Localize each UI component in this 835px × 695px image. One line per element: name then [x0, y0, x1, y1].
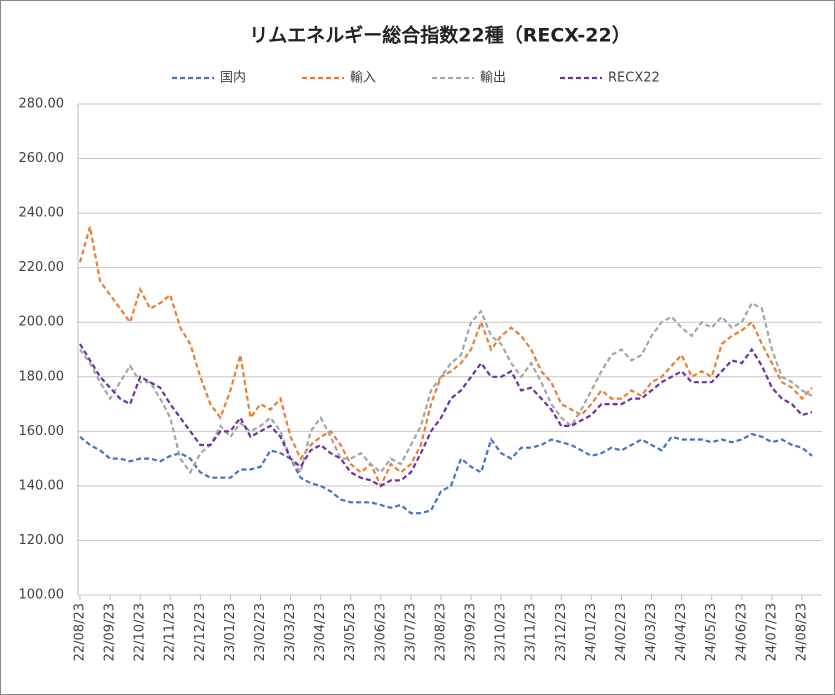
x-tick-label: 24/08/23: [794, 603, 809, 661]
chart-title: リムエネルギー総合指数22種（RECX-22）: [249, 24, 630, 47]
x-tick-label: 24/06/23: [734, 603, 749, 661]
x-tick-label: 23/05/23: [343, 603, 358, 661]
y-tick-label: 280.00: [19, 97, 65, 112]
x-tick-label: 24/01/23: [584, 603, 599, 661]
legend-label: 輸出: [480, 71, 506, 86]
series-line: [79, 301, 813, 475]
x-tick-label: 23/06/23: [373, 603, 388, 661]
x-tick-label: 23/02/23: [253, 603, 268, 661]
x-tick-label: 23/08/23: [433, 603, 448, 661]
x-tick-label: 23/03/23: [283, 603, 298, 661]
x-tick-label: 23/11/23: [524, 603, 539, 661]
x-tick-label: 24/05/23: [704, 603, 719, 661]
y-tick-label: 180.00: [19, 369, 65, 384]
x-tick-label: 22/12/23: [193, 603, 208, 661]
y-tick-label: 260.00: [19, 151, 65, 166]
x-tick-label: 23/01/23: [223, 603, 238, 661]
x-tick-label: 23/04/23: [313, 603, 328, 661]
legend-label: RECX22: [608, 71, 660, 86]
y-tick-label: 160.00: [19, 424, 65, 439]
series-line: [79, 432, 813, 515]
y-tick-label: 120.00: [19, 533, 65, 548]
series-line: [78, 226, 813, 489]
x-tick-label: 24/07/23: [764, 603, 779, 661]
x-tick-label: 24/02/23: [614, 603, 629, 661]
legend-label: 輸入: [350, 71, 376, 86]
x-tick-label: 23/12/23: [554, 603, 569, 661]
x-tick-label: 24/04/23: [674, 603, 689, 661]
x-tick-label: 23/07/23: [403, 603, 418, 661]
x-tick-label: 22/09/23: [103, 603, 118, 661]
legend-label: 国内: [220, 70, 246, 86]
x-tick-label: 23/09/23: [464, 603, 479, 661]
x-tick-label: 23/10/23: [494, 603, 509, 661]
x-tick-label: 22/11/23: [163, 603, 178, 661]
x-tick-label: 24/03/23: [644, 603, 659, 661]
y-tick-label: 220.00: [19, 260, 65, 275]
series-line: [79, 343, 813, 488]
y-tick-label: 100.00: [19, 588, 65, 603]
y-tick-label: 200.00: [19, 315, 65, 330]
y-tick-label: 140.00: [19, 478, 65, 493]
x-tick-label: 22/10/23: [133, 603, 148, 661]
y-tick-label: 240.00: [19, 206, 65, 221]
x-tick-label: 22/08/23: [73, 603, 88, 661]
